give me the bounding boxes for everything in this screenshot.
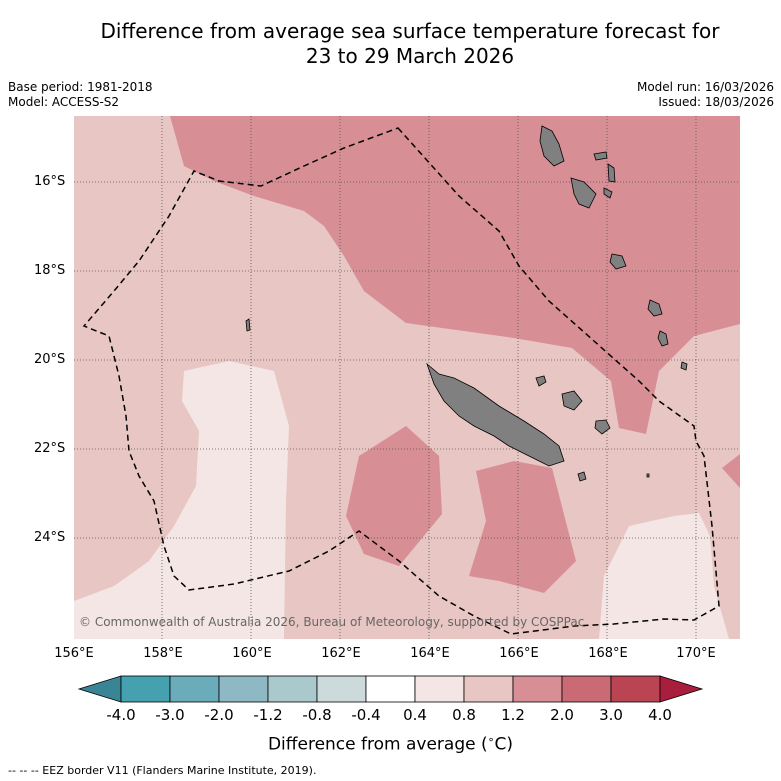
base-period: Base period: 1981-2018 (8, 80, 153, 94)
colorbar-tick-label: 1.2 (501, 706, 525, 724)
eez-border (82, 127, 720, 635)
vanuatu-espiritu-santo (539, 125, 565, 167)
colorbar-tick-label: 0.8 (452, 706, 476, 724)
colorbar-swatch-9 (561, 675, 612, 703)
vanuatu-pentecost (607, 163, 616, 183)
anomaly-band-0-4-0-8-east (599, 513, 729, 639)
anomaly-band-1-2-2-0-north (170, 116, 740, 434)
anomaly-band-1-2-2-0-se (469, 461, 576, 593)
title-line-2: 23 to 29 March 2026 (305, 44, 515, 68)
lon-label-160e: 160°E (232, 646, 272, 661)
vanuatu-efate (609, 253, 627, 270)
colorbar (77, 675, 704, 703)
chart-title: Difference from average sea surface temp… (40, 19, 780, 69)
matthew-islet (646, 473, 650, 478)
lat-label-24s: 24°S (34, 530, 66, 545)
colorbar-swatch-3 (267, 675, 318, 703)
isle-of-pines (577, 471, 587, 482)
copyright-notice: © Commonwealth of Australia 2026, Bureau… (79, 615, 585, 629)
anomaly-band-1-2-2-0-east (722, 454, 740, 488)
colorbar-extend-high (659, 675, 704, 703)
colorbar-tick-label: -0.8 (302, 706, 332, 724)
lon-label-156e: 156°E (54, 646, 94, 661)
anomaly-band-1-2-2-0-sw (346, 426, 442, 566)
grid-lines (74, 116, 740, 639)
colorbar-tick-label: 0.4 (403, 706, 427, 724)
colorbar-tick-label: -4.0 (106, 706, 136, 724)
vanuatu-epi (603, 187, 613, 199)
colorbar-swatch-4 (316, 675, 367, 703)
colorbar-tick-label: 2.0 (550, 706, 574, 724)
colorbar-tick-label: -1.2 (253, 706, 283, 724)
vanuatu-malekula (570, 177, 597, 209)
colorbar-swatch-7 (463, 675, 514, 703)
sst-map: © Commonwealth of Australia 2026, Bureau… (74, 116, 740, 639)
colorbar-swatch-5 (365, 675, 416, 703)
lat-label-22s: 22°S (34, 441, 66, 456)
loyalty-mare (594, 419, 611, 435)
vanuatu-erromango (647, 299, 663, 317)
colorbar-tick-label: -3.0 (155, 706, 185, 724)
lat-label-20s: 20°S (34, 352, 66, 367)
lon-label-162e: 162°E (321, 646, 361, 661)
new-caledonia (426, 362, 565, 467)
lat-label-16s: 16°S (34, 174, 66, 189)
lat-label-18s: 18°S (34, 263, 66, 278)
colorbar-tick-label: 3.0 (599, 706, 623, 724)
colorbar-title: Difference from average (∘C) (267, 733, 514, 755)
model-name: Model: ACCESS-S2 (8, 95, 120, 109)
lon-label-164e: 164°E (410, 646, 450, 661)
chesterfield-islet (245, 318, 251, 332)
colorbar-swatch-6 (414, 675, 465, 703)
lon-label-168e: 168°E (588, 646, 628, 661)
colorbar-swatch-2 (218, 675, 269, 703)
vanuatu-aneityum (680, 361, 688, 371)
colorbar-swatch-1 (169, 675, 220, 703)
meta-left: Base period: 1981-2018 Model: ACCESS-S2 (8, 80, 153, 110)
colorbar-swatch-8 (512, 675, 563, 703)
land-masses (245, 125, 688, 482)
model-run: Model run: 16/03/2026 (636, 80, 774, 94)
colorbar-swatch-0 (120, 675, 171, 703)
vanuatu-tanna (657, 330, 669, 347)
map-canvas (74, 116, 740, 639)
colorbar-extend-low (77, 675, 122, 703)
lon-label-158e: 158°E (143, 646, 183, 661)
lon-label-166e: 166°E (499, 646, 539, 661)
colorbar-swatch-10 (610, 675, 661, 703)
colorbar-tick-label: 4.0 (648, 706, 672, 724)
vanuatu-ambae (593, 151, 608, 161)
issued-date: Issued: 18/03/2026 (658, 95, 774, 109)
meta-right: Model run: 16/03/2026 Issued: 18/03/2026 (637, 80, 774, 110)
eez-footnote: -- -- -- EEZ border V11 (Flanders Marine… (8, 764, 317, 777)
loyalty-lifou (561, 390, 583, 411)
colorbar-tick-label: -2.0 (204, 706, 234, 724)
lon-label-170e: 170°E (676, 646, 716, 661)
title-line-1: Difference from average sea surface temp… (100, 19, 720, 43)
colorbar-tick-label: -0.4 (351, 706, 381, 724)
loyalty-ouvea (535, 375, 547, 387)
anomaly-band-0-4-0-8-west (74, 361, 289, 639)
